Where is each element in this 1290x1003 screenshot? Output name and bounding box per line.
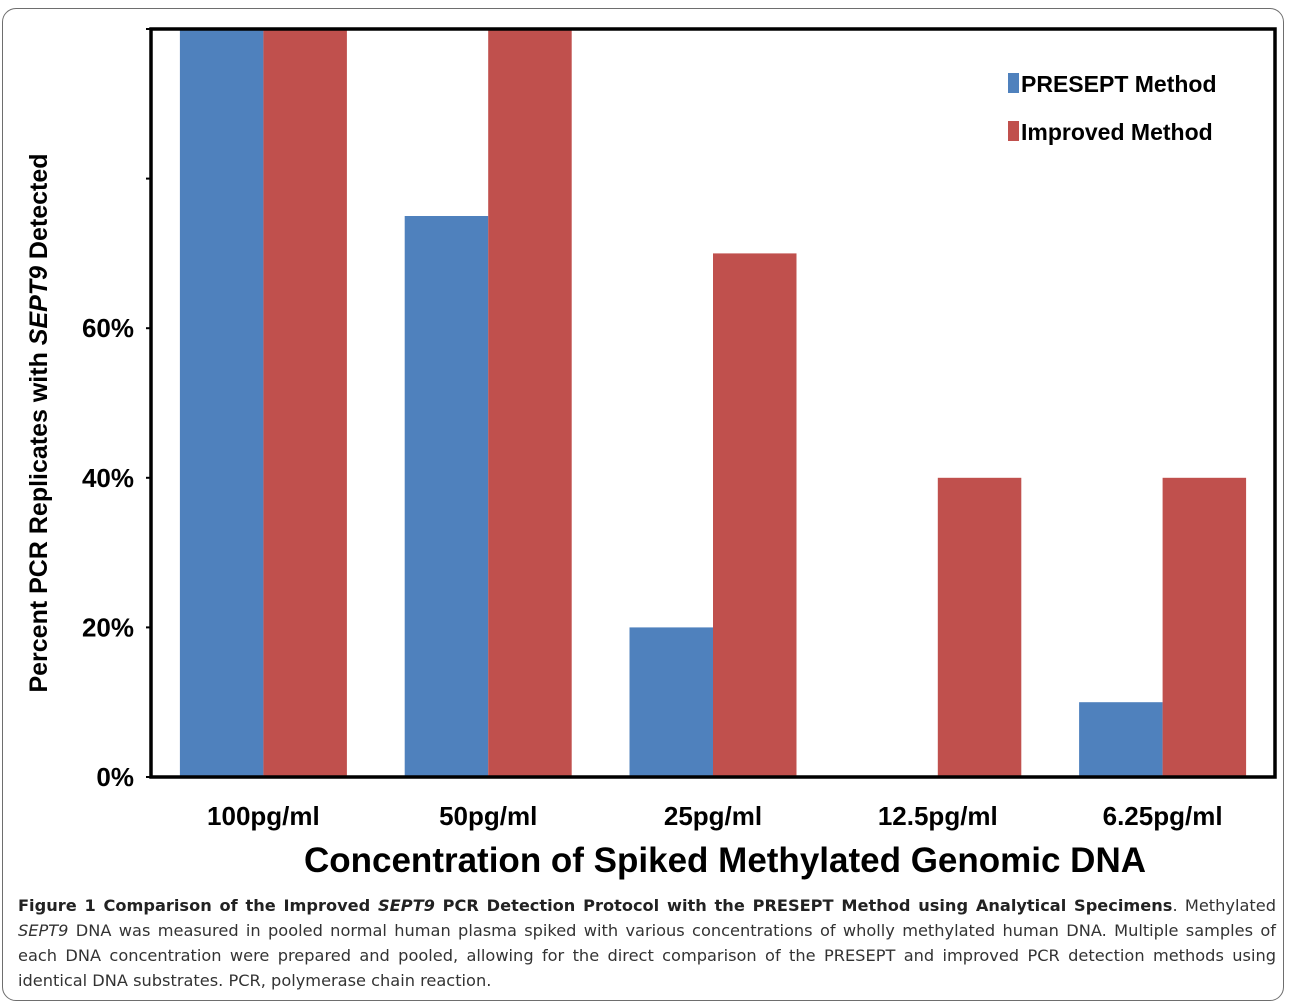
x-tick-label-2: 25pg/ml xyxy=(664,801,762,831)
bar-chart: 0% 20% 40% 60% 100pg/ml 50pg/ml 25pg/ml 12.5pg… xyxy=(25,27,1277,880)
legend: PRESEPT Method Improved Method xyxy=(1008,71,1217,145)
bar-presept-0 xyxy=(179,29,264,777)
bar-improved-1 xyxy=(488,29,572,777)
legend-swatch-1 xyxy=(1008,121,1019,141)
x-tick-label-3: 12.5pg/ml xyxy=(878,801,998,831)
caption-heading-gene: SEPT9 xyxy=(377,896,435,915)
legend-label-0: PRESEPT Method xyxy=(1021,71,1217,97)
y-axis-label-part-1: SEPT9 xyxy=(25,266,53,345)
bars-group xyxy=(179,29,1247,777)
bar-improved-3 xyxy=(937,477,1022,777)
y-tick-label-3: 60% xyxy=(82,313,134,343)
bar-improved-4 xyxy=(1162,477,1247,777)
caption-heading-part-1: Figure 1 Comparison of the Improved xyxy=(18,896,378,915)
caption-heading-part-3: PCR Detection Protocol with the PRESEPT … xyxy=(434,896,1173,915)
x-tick-label-0: 100pg/ml xyxy=(207,801,320,831)
plot-area-border xyxy=(149,27,1277,779)
y-axis-label-part-0: Percent PCR Replicates with xyxy=(25,345,53,692)
y-axis-label: Percent PCR Replicates with SEPT9 Detect… xyxy=(25,153,53,692)
legend-swatch-0 xyxy=(1008,73,1019,93)
y-tick-label-1: 20% xyxy=(82,612,134,642)
caption-body-part-3: DNA was measured in pooled normal human … xyxy=(18,921,1276,990)
y-tick-label-0: 0% xyxy=(96,762,134,792)
bar-improved-0 xyxy=(263,29,347,777)
x-axis-label: Concentration of Spiked Methylated Genom… xyxy=(304,841,1146,880)
caption-body-gene: SEPT9 xyxy=(18,921,69,940)
bar-presept-4 xyxy=(1079,702,1163,777)
bar-presept-2 xyxy=(629,627,713,777)
y-tick-label-2: 40% xyxy=(82,463,134,493)
caption-body-part-1: . Methylated xyxy=(1172,896,1276,915)
legend-label-1: Improved Method xyxy=(1021,119,1213,145)
caption-heading: Figure 1 Comparison of the Improved SEPT… xyxy=(18,896,1172,915)
bar-presept-1 xyxy=(404,216,489,777)
x-axis: 100pg/ml 50pg/ml 25pg/ml 12.5pg/ml 6.25pg/ml xyxy=(207,801,1223,831)
y-axis: 0% 20% 40% 60% xyxy=(82,28,151,792)
x-tick-label-1: 50pg/ml xyxy=(439,801,537,831)
x-tick-label-4: 6.25pg/ml xyxy=(1103,801,1223,831)
bar-improved-2 xyxy=(713,253,797,777)
figure-caption: Figure 1 Comparison of the Improved SEPT… xyxy=(18,893,1276,993)
y-axis-label-part-2: Detected xyxy=(25,153,53,266)
